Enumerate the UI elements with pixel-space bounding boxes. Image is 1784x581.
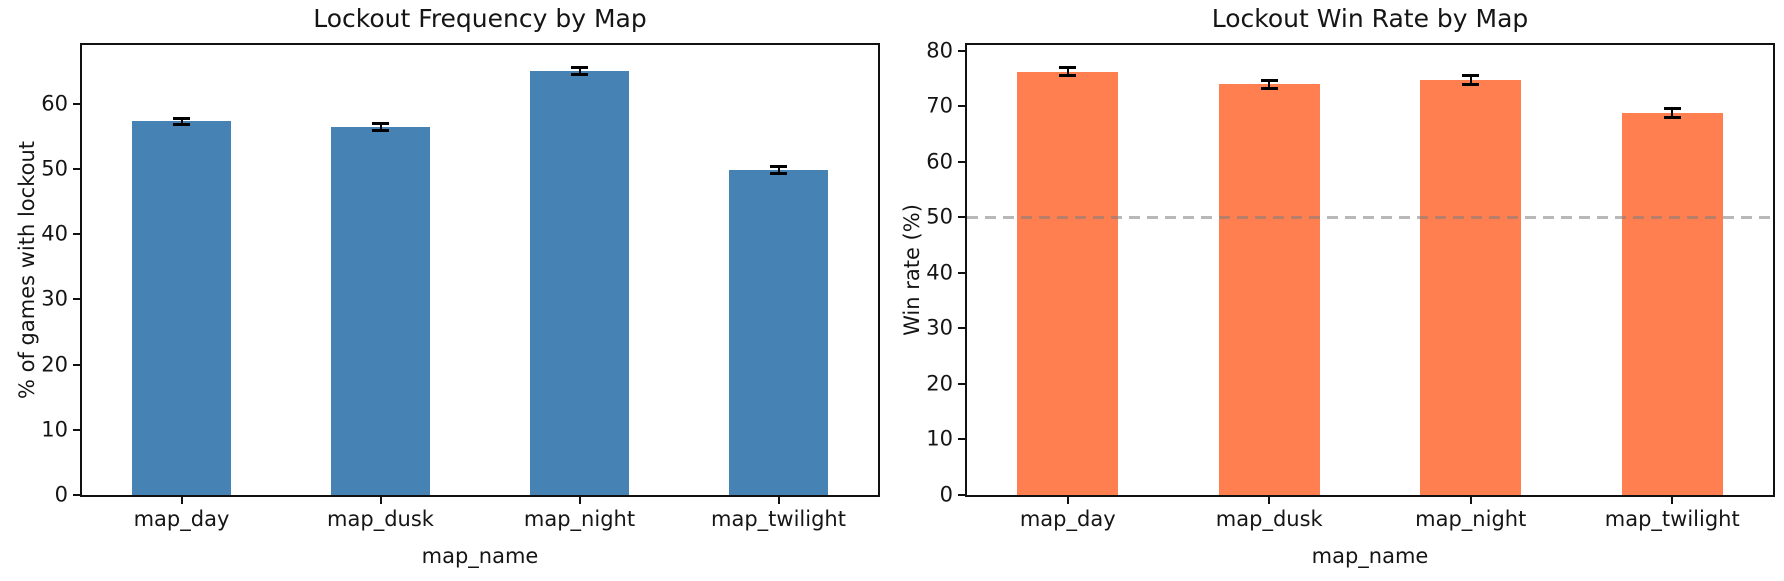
y-tick-label: 10 <box>41 417 68 442</box>
y-tick-mark <box>73 233 80 236</box>
y-tick-mark <box>958 49 965 52</box>
error-bar-cap-bottom <box>1260 87 1278 91</box>
x-tick-label: map_night <box>1415 507 1527 531</box>
error-bar-stem <box>1671 108 1674 118</box>
plot-area-lockout-frequency: Lockout Frequency by Map % of games with… <box>15 4 880 568</box>
error-bar-cap-bottom <box>372 128 389 132</box>
error-bar-cap-bottom <box>1462 82 1480 86</box>
y-tick-mark <box>958 271 965 274</box>
y-tick-mark <box>958 382 965 385</box>
error-bar-cap-bottom <box>1059 74 1077 78</box>
bar-map_day <box>1017 71 1119 495</box>
x-tick-label: map_dusk <box>327 507 434 531</box>
error-bar-stem <box>1066 67 1069 76</box>
y-tick-label: 0 <box>54 482 68 507</box>
bar-map_dusk <box>330 127 431 495</box>
x-tick-mark <box>777 497 780 504</box>
error-bar-cap-bottom <box>571 72 588 76</box>
x-tick-mark <box>1268 497 1271 504</box>
x-tick-mark <box>1066 497 1069 504</box>
x-tick-mark <box>578 497 581 504</box>
error-bar-stem <box>1268 80 1271 89</box>
reference-line-50pct <box>967 215 1773 219</box>
y-tick-mark <box>73 494 80 496</box>
x-tick-label: map_dusk <box>1215 507 1323 531</box>
error-bar-cap-bottom <box>173 123 190 127</box>
y-tick-label: 10 <box>926 426 953 451</box>
x-tick-label: map_night <box>523 507 636 531</box>
bar-map_night <box>529 71 630 495</box>
y-tick-mark <box>73 298 80 301</box>
error-bar-cap-bottom <box>1663 116 1681 120</box>
error-bar-stem <box>777 166 780 174</box>
y-tick-mark <box>958 160 965 163</box>
chart-title: Lockout Win Rate by Map <box>1211 4 1529 33</box>
error-bar-cap-top <box>1260 78 1278 82</box>
bar-map_twilight <box>728 170 829 495</box>
chart-title: Lockout Frequency by Map <box>313 4 647 33</box>
error-bar-cap-top <box>770 165 787 169</box>
y-tick-label: 0 <box>939 482 953 507</box>
y-tick-label: 60 <box>926 149 953 174</box>
y-tick-mark <box>958 216 965 219</box>
y-tick-label: 50 <box>41 156 68 181</box>
error-bar-cap-top <box>1663 107 1681 111</box>
x-tick-label: map_twilight <box>711 507 846 531</box>
y-axis-label: Win rate (%) <box>900 204 924 336</box>
x-axis-label: map_name <box>1311 544 1429 568</box>
bar-map_night <box>1420 80 1522 495</box>
x-tick-mark <box>379 497 382 504</box>
y-tick-label: 30 <box>926 315 953 340</box>
y-tick-mark <box>958 438 965 441</box>
y-tick-label: 40 <box>926 260 953 285</box>
y-tick-mark <box>73 167 80 170</box>
x-tick-mark <box>1469 497 1472 504</box>
y-tick-mark <box>73 363 80 366</box>
plot-area-lockout-win-rate: Lockout Win Rate by Map Win rate (%) map… <box>900 4 1775 568</box>
x-tick-label: map_day <box>133 507 230 531</box>
x-tick-label: map_day <box>1019 507 1116 531</box>
error-bar-cap-bottom <box>770 171 787 175</box>
error-bar-cap-top <box>372 122 389 126</box>
y-axis-label: % of games with lockout <box>15 141 39 399</box>
bar-map_dusk <box>1218 84 1320 495</box>
x-axis-label: map_name <box>421 544 539 568</box>
error-bar-cap-top <box>1059 66 1077 70</box>
error-bar-cap-top <box>173 116 190 120</box>
x-tick-mark <box>1671 497 1674 504</box>
x-tick-label: map_twilight <box>1604 507 1740 531</box>
y-tick-mark <box>958 105 965 108</box>
y-tick-label: 70 <box>926 93 953 118</box>
error-bar-stem <box>1469 75 1472 85</box>
y-tick-mark <box>958 494 965 496</box>
error-bar-cap-top <box>1462 74 1480 78</box>
y-tick-mark <box>958 327 965 330</box>
y-tick-label: 30 <box>41 286 68 311</box>
x-tick-mark <box>180 497 183 504</box>
y-tick-label: 50 <box>926 204 953 229</box>
y-tick-mark <box>73 428 80 431</box>
y-tick-label: 20 <box>926 371 953 396</box>
error-bar-stem <box>379 123 382 131</box>
error-bar-cap-top <box>571 66 588 70</box>
error-bar-stem <box>180 118 183 125</box>
error-bar-stem <box>578 67 581 75</box>
y-tick-label: 20 <box>41 352 68 377</box>
y-tick-mark <box>73 102 80 105</box>
y-tick-label: 80 <box>926 38 953 63</box>
bar-map_day <box>131 121 232 495</box>
bar-map_twilight <box>1621 113 1723 495</box>
y-tick-label: 40 <box>41 221 68 246</box>
y-tick-label: 60 <box>41 91 68 116</box>
